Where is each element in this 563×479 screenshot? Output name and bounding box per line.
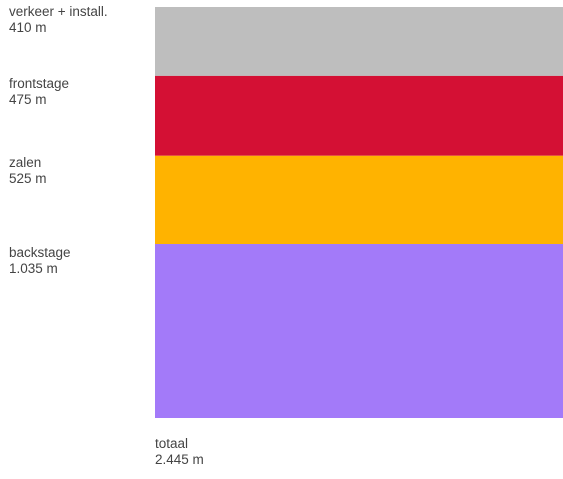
segment-name: verkeer + install. bbox=[9, 4, 108, 19]
total-name: totaal bbox=[155, 436, 189, 451]
segment-label-backstage: backstage 1.035 m bbox=[9, 245, 149, 277]
segment-name: zalen bbox=[9, 155, 42, 170]
segment-value: 1.035 m bbox=[9, 261, 58, 276]
segment-label-verkeer: verkeer + install. 410 m bbox=[9, 4, 149, 36]
bar-segment-backstage bbox=[155, 244, 563, 418]
bar-segment-frontstage bbox=[155, 75, 563, 156]
segment-label-zalen: zalen 525 m bbox=[9, 155, 149, 187]
total-value: 2.445 m bbox=[155, 452, 204, 467]
segment-name: frontstage bbox=[9, 76, 70, 91]
segment-label-frontstage: frontstage 475 m bbox=[9, 76, 149, 108]
segment-value: 475 m bbox=[9, 92, 47, 107]
bar-segment-zalen bbox=[155, 155, 563, 245]
segment-value: 525 m bbox=[9, 171, 47, 186]
segment-name: backstage bbox=[9, 245, 71, 260]
bar-segment-verkeer bbox=[155, 7, 563, 76]
segment-value: 410 m bbox=[9, 20, 47, 35]
total-label: totaal 2.445 m bbox=[155, 436, 204, 468]
